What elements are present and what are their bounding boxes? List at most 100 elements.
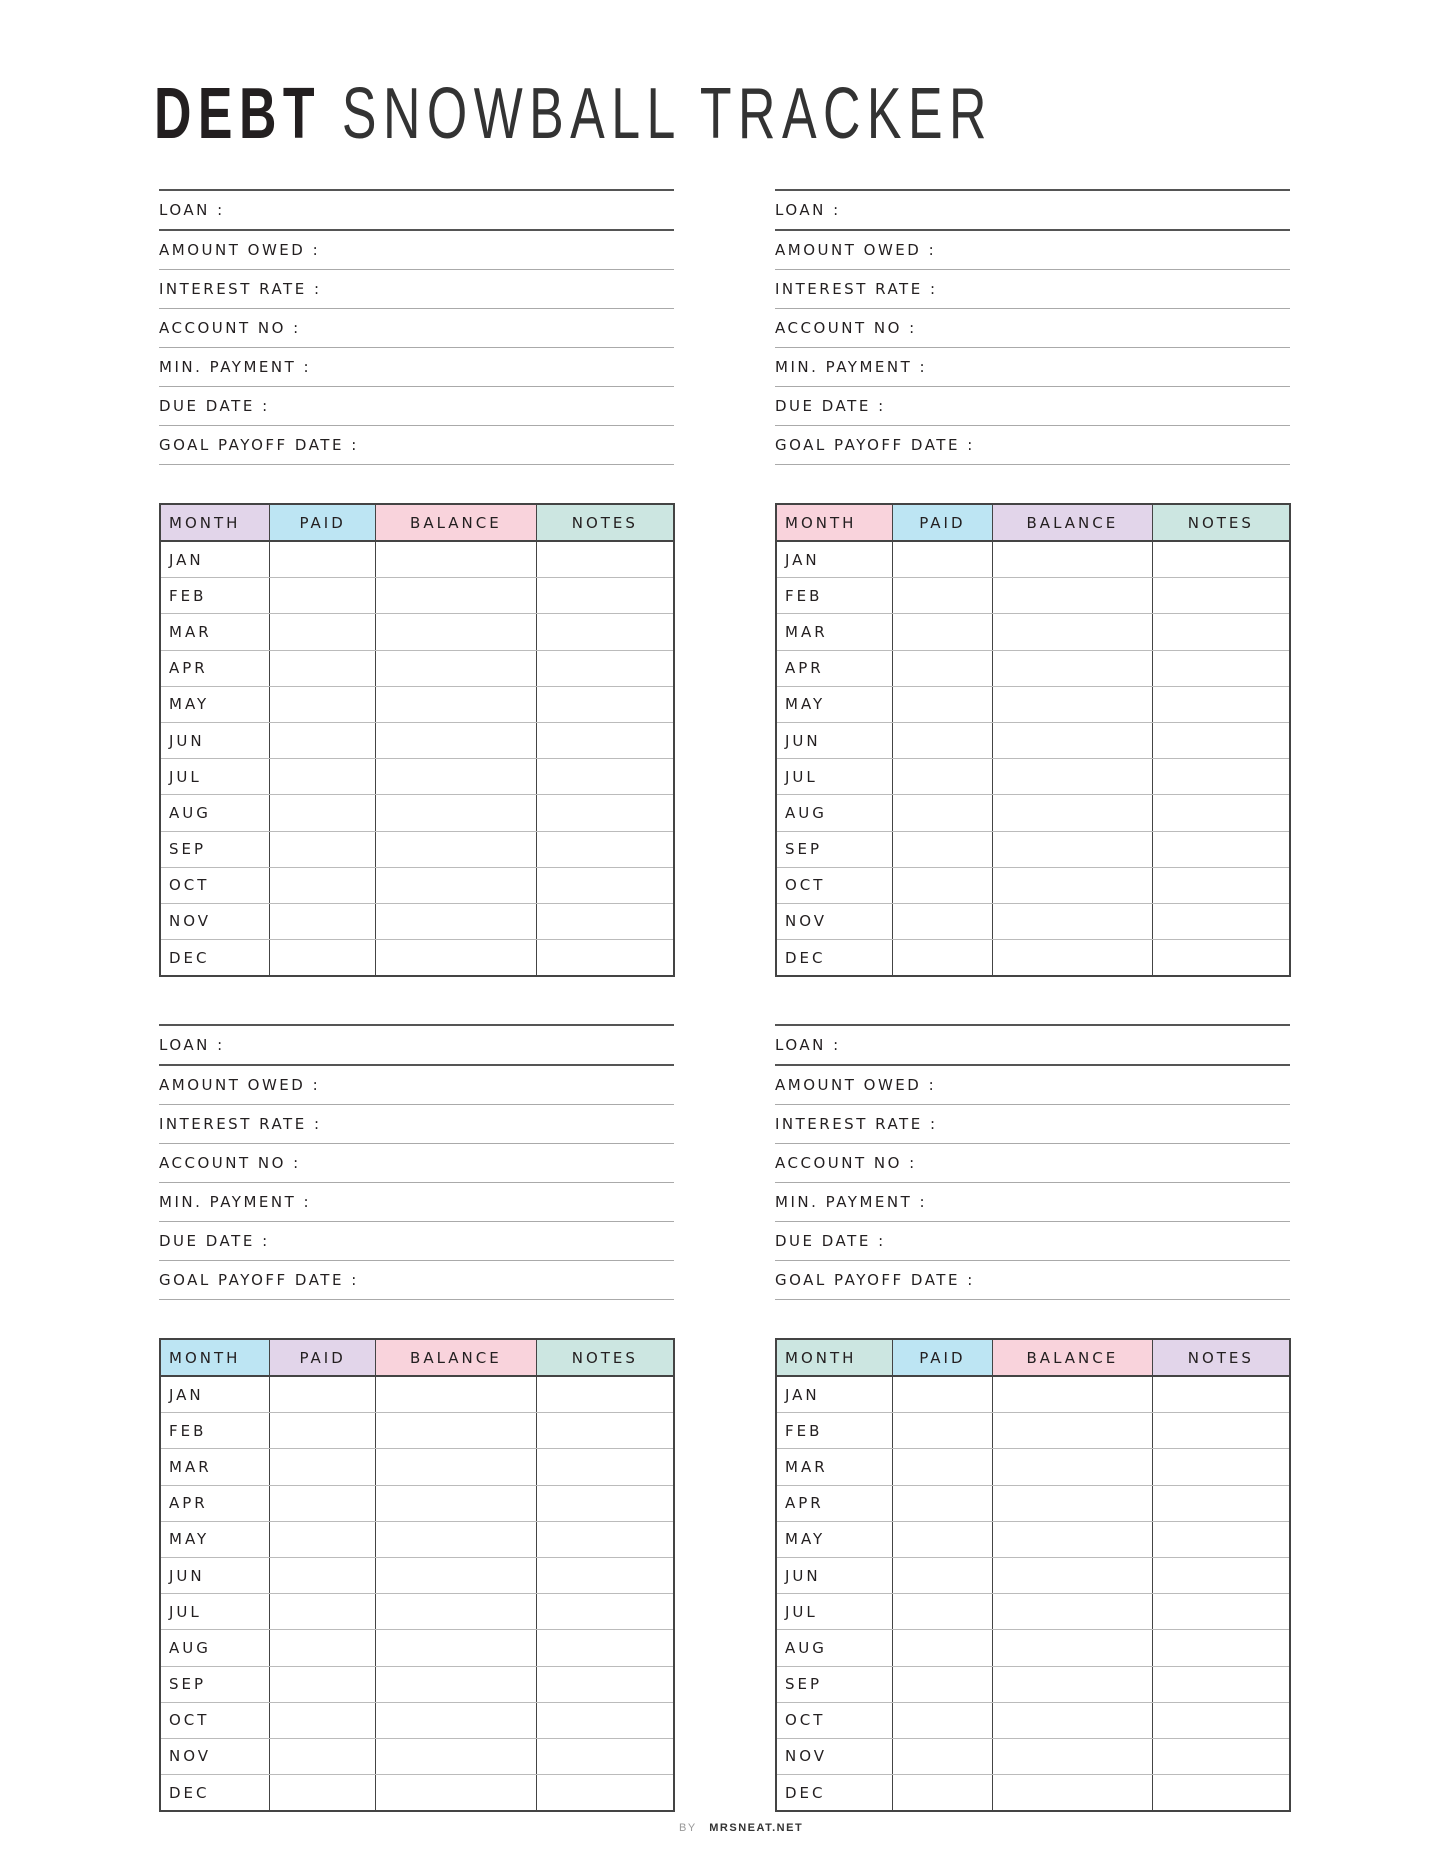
paid-cell[interactable] — [269, 613, 377, 651]
field-line[interactable]: DUE DATE : — [159, 387, 674, 426]
notes-cell[interactable] — [536, 867, 675, 904]
notes-cell[interactable] — [1152, 577, 1291, 615]
notes-cell[interactable] — [1152, 794, 1291, 832]
field-line[interactable]: LOAN : — [775, 1026, 1290, 1066]
field-line[interactable]: ACCOUNT NO : — [775, 309, 1290, 348]
notes-cell[interactable] — [1152, 1738, 1291, 1776]
notes-cell[interactable] — [536, 1774, 675, 1812]
balance-cell[interactable] — [992, 1702, 1153, 1739]
notes-cell[interactable] — [1152, 831, 1291, 868]
notes-cell[interactable] — [1152, 541, 1291, 579]
paid-cell[interactable] — [892, 1485, 994, 1522]
notes-cell[interactable] — [1152, 758, 1291, 796]
field-line[interactable]: DUE DATE : — [159, 1222, 674, 1261]
field-line[interactable]: GOAL PAYOFF DATE : — [159, 1261, 674, 1300]
paid-cell[interactable] — [269, 758, 377, 796]
paid-cell[interactable] — [269, 577, 377, 615]
balance-cell[interactable] — [992, 1738, 1153, 1776]
paid-cell[interactable] — [269, 686, 377, 723]
balance-cell[interactable] — [992, 831, 1153, 868]
paid-cell[interactable] — [269, 1738, 377, 1776]
paid-cell[interactable] — [892, 1521, 994, 1558]
notes-cell[interactable] — [536, 1666, 675, 1703]
paid-cell[interactable] — [892, 1376, 994, 1414]
paid-cell[interactable] — [269, 1629, 377, 1667]
paid-cell[interactable] — [269, 1521, 377, 1558]
paid-cell[interactable] — [892, 1557, 994, 1595]
balance-cell[interactable] — [992, 1521, 1153, 1558]
paid-cell[interactable] — [269, 1593, 377, 1631]
field-line[interactable]: ACCOUNT NO : — [159, 309, 674, 348]
balance-cell[interactable] — [375, 867, 537, 904]
notes-cell[interactable] — [1152, 1521, 1291, 1558]
notes-cell[interactable] — [536, 541, 675, 579]
field-line[interactable]: AMOUNT OWED : — [775, 231, 1290, 270]
notes-cell[interactable] — [1152, 613, 1291, 651]
balance-cell[interactable] — [375, 1774, 537, 1812]
notes-cell[interactable] — [1152, 903, 1291, 941]
balance-cell[interactable] — [992, 867, 1153, 904]
notes-cell[interactable] — [536, 1702, 675, 1739]
notes-cell[interactable] — [1152, 1702, 1291, 1739]
notes-cell[interactable] — [536, 722, 675, 760]
field-line[interactable]: LOAN : — [775, 191, 1290, 231]
balance-cell[interactable] — [375, 794, 537, 832]
balance-cell[interactable] — [992, 1629, 1153, 1667]
paid-cell[interactable] — [892, 613, 994, 651]
paid-cell[interactable] — [892, 1702, 994, 1739]
balance-cell[interactable] — [375, 1702, 537, 1739]
notes-cell[interactable] — [536, 903, 675, 941]
balance-cell[interactable] — [375, 758, 537, 796]
paid-cell[interactable] — [892, 722, 994, 760]
notes-cell[interactable] — [536, 1485, 675, 1522]
notes-cell[interactable] — [1152, 867, 1291, 904]
balance-cell[interactable] — [992, 1485, 1153, 1522]
notes-cell[interactable] — [1152, 686, 1291, 723]
balance-cell[interactable] — [375, 613, 537, 651]
paid-cell[interactable] — [892, 831, 994, 868]
balance-cell[interactable] — [375, 831, 537, 868]
paid-cell[interactable] — [892, 577, 994, 615]
notes-cell[interactable] — [536, 686, 675, 723]
paid-cell[interactable] — [892, 903, 994, 941]
notes-cell[interactable] — [1152, 1629, 1291, 1667]
balance-cell[interactable] — [375, 686, 537, 723]
paid-cell[interactable] — [269, 794, 377, 832]
paid-cell[interactable] — [892, 1412, 994, 1450]
notes-cell[interactable] — [536, 939, 675, 977]
paid-cell[interactable] — [269, 541, 377, 579]
notes-cell[interactable] — [536, 794, 675, 832]
notes-cell[interactable] — [536, 1738, 675, 1776]
paid-cell[interactable] — [269, 722, 377, 760]
paid-cell[interactable] — [269, 1702, 377, 1739]
field-line[interactable]: MIN. PAYMENT : — [159, 348, 674, 387]
balance-cell[interactable] — [992, 939, 1153, 977]
notes-cell[interactable] — [536, 650, 675, 687]
notes-cell[interactable] — [536, 577, 675, 615]
balance-cell[interactable] — [375, 1448, 537, 1486]
field-line[interactable]: GOAL PAYOFF DATE : — [775, 1261, 1290, 1300]
paid-cell[interactable] — [269, 1557, 377, 1595]
paid-cell[interactable] — [892, 794, 994, 832]
paid-cell[interactable] — [892, 1774, 994, 1812]
balance-cell[interactable] — [375, 1593, 537, 1631]
balance-cell[interactable] — [992, 1593, 1153, 1631]
paid-cell[interactable] — [269, 1412, 377, 1450]
balance-cell[interactable] — [992, 541, 1153, 579]
notes-cell[interactable] — [1152, 1485, 1291, 1522]
notes-cell[interactable] — [536, 1629, 675, 1667]
notes-cell[interactable] — [536, 1448, 675, 1486]
paid-cell[interactable] — [269, 650, 377, 687]
notes-cell[interactable] — [536, 831, 675, 868]
paid-cell[interactable] — [892, 650, 994, 687]
balance-cell[interactable] — [375, 939, 537, 977]
balance-cell[interactable] — [992, 1666, 1153, 1703]
paid-cell[interactable] — [892, 686, 994, 723]
notes-cell[interactable] — [1152, 939, 1291, 977]
notes-cell[interactable] — [536, 1412, 675, 1450]
balance-cell[interactable] — [375, 1521, 537, 1558]
notes-cell[interactable] — [1152, 1412, 1291, 1450]
balance-cell[interactable] — [992, 722, 1153, 760]
paid-cell[interactable] — [892, 867, 994, 904]
balance-cell[interactable] — [375, 722, 537, 760]
